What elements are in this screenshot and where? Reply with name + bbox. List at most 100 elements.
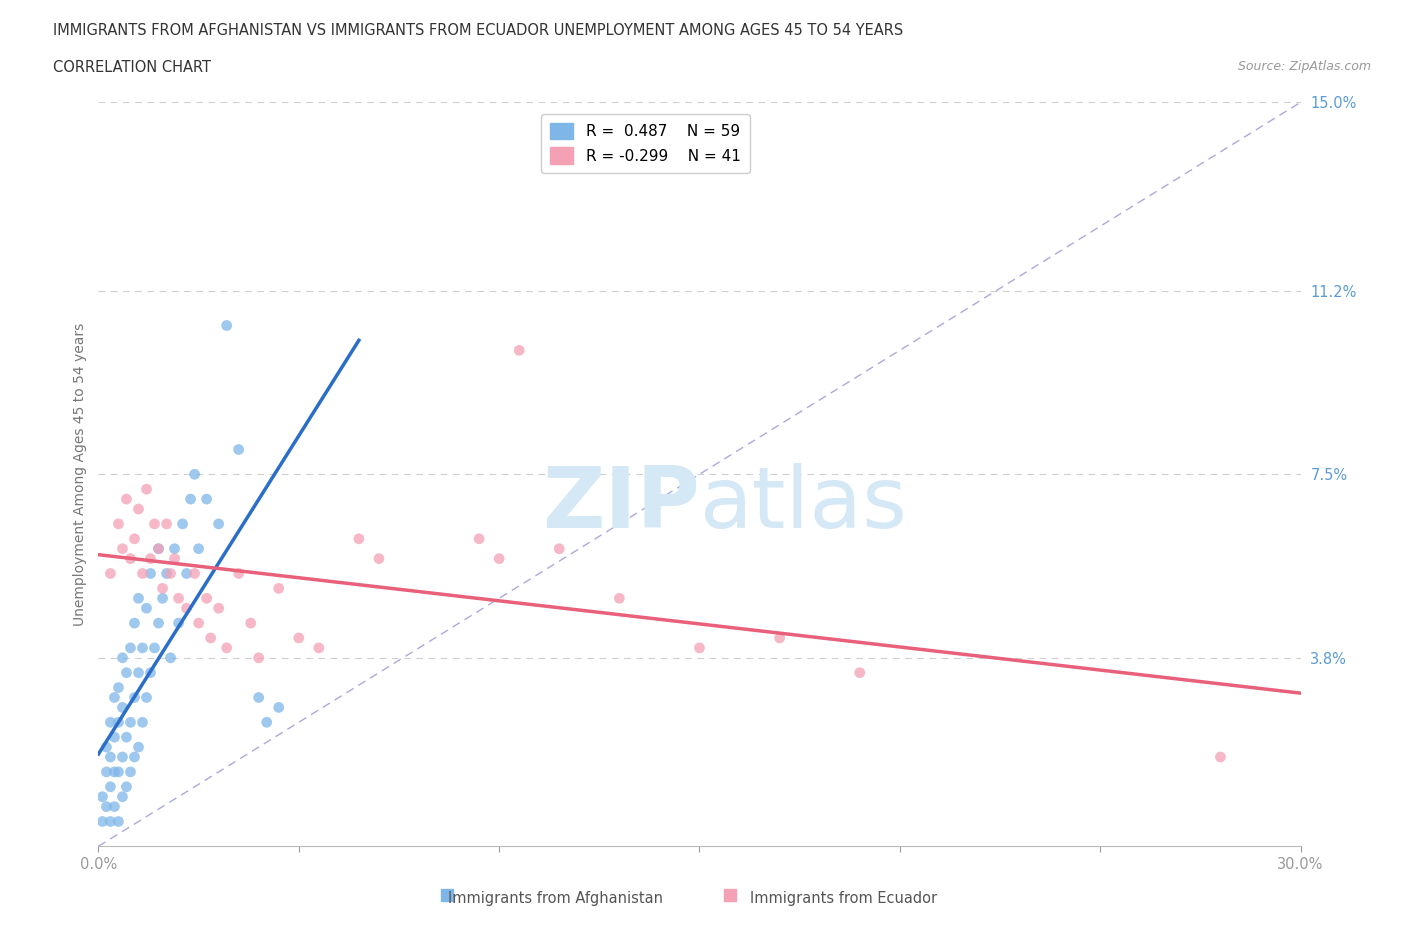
Legend: R =  0.487    N = 59, R = -0.299    N = 41: R = 0.487 N = 59, R = -0.299 N = 41 — [541, 113, 749, 173]
Point — [172, 516, 194, 531]
Point — [148, 541, 170, 556]
Point — [159, 650, 181, 665]
Point — [91, 790, 114, 804]
Point — [155, 516, 177, 531]
Point — [208, 516, 231, 531]
Point — [167, 591, 190, 605]
Point — [139, 566, 162, 581]
Point — [288, 631, 311, 645]
Point — [131, 566, 153, 581]
Point — [107, 715, 129, 730]
Point — [100, 566, 122, 581]
Point — [135, 601, 157, 616]
Point — [131, 641, 153, 656]
Point — [183, 467, 205, 482]
Point — [107, 764, 129, 779]
Point — [100, 750, 122, 764]
Point — [163, 551, 186, 566]
Point — [139, 551, 162, 566]
Point — [111, 541, 134, 556]
Point — [609, 591, 631, 605]
Point — [96, 764, 118, 779]
Point — [163, 541, 186, 556]
Point — [111, 750, 134, 764]
Point — [200, 631, 222, 645]
Point — [107, 680, 129, 695]
Text: Immigrants from Ecuador: Immigrants from Ecuador — [751, 891, 938, 906]
Point — [115, 730, 138, 745]
Point — [103, 730, 125, 745]
Point — [111, 790, 134, 804]
Point — [131, 715, 153, 730]
Point — [124, 616, 146, 631]
Point — [135, 690, 157, 705]
Point — [195, 591, 218, 605]
Point — [100, 814, 122, 829]
Point — [215, 318, 238, 333]
Point — [91, 814, 114, 829]
Point — [167, 616, 190, 631]
Point — [256, 715, 278, 730]
Point — [128, 665, 150, 680]
Point — [128, 501, 150, 516]
Point — [548, 541, 571, 556]
Text: CORRELATION CHART: CORRELATION CHART — [53, 60, 211, 75]
Point — [267, 581, 290, 596]
Point — [143, 516, 166, 531]
Point — [120, 641, 142, 656]
Text: atlas: atlas — [699, 462, 907, 546]
Point — [159, 566, 181, 581]
Point — [103, 799, 125, 814]
Point — [124, 531, 146, 546]
Point — [96, 739, 118, 754]
Point — [100, 715, 122, 730]
Point — [187, 541, 209, 556]
Point — [111, 650, 134, 665]
Y-axis label: Unemployment Among Ages 45 to 54 years: Unemployment Among Ages 45 to 54 years — [73, 323, 87, 626]
Point — [155, 566, 177, 581]
Point — [128, 739, 150, 754]
Point — [120, 715, 142, 730]
Point — [176, 601, 198, 616]
Point — [347, 531, 370, 546]
Point — [228, 566, 250, 581]
Point — [468, 531, 491, 546]
Point — [180, 492, 202, 507]
Point — [120, 551, 142, 566]
Point — [115, 492, 138, 507]
Point — [508, 343, 530, 358]
Text: Source: ZipAtlas.com: Source: ZipAtlas.com — [1237, 60, 1371, 73]
Point — [124, 690, 146, 705]
Point — [488, 551, 510, 566]
Point — [139, 665, 162, 680]
Point — [128, 591, 150, 605]
Point — [849, 665, 872, 680]
Point — [120, 764, 142, 779]
Point — [148, 541, 170, 556]
Point — [135, 482, 157, 497]
Point — [100, 779, 122, 794]
Text: Immigrants from Afghanistan: Immigrants from Afghanistan — [447, 891, 662, 906]
Point — [688, 641, 710, 656]
Point — [107, 516, 129, 531]
Point — [176, 566, 198, 581]
Point — [247, 650, 270, 665]
Point — [267, 700, 290, 715]
Point — [148, 616, 170, 631]
Point — [152, 591, 174, 605]
Point — [247, 690, 270, 705]
Point — [228, 442, 250, 457]
Point — [208, 601, 231, 616]
Point — [103, 764, 125, 779]
Point — [215, 641, 238, 656]
Point — [115, 779, 138, 794]
Point — [1209, 750, 1232, 764]
Point — [768, 631, 790, 645]
Point — [368, 551, 391, 566]
Point — [152, 581, 174, 596]
Point — [195, 492, 218, 507]
Point — [96, 799, 118, 814]
Point — [115, 665, 138, 680]
Text: IMMIGRANTS FROM AFGHANISTAN VS IMMIGRANTS FROM ECUADOR UNEMPLOYMENT AMONG AGES 4: IMMIGRANTS FROM AFGHANISTAN VS IMMIGRANT… — [53, 23, 904, 38]
Point — [308, 641, 330, 656]
